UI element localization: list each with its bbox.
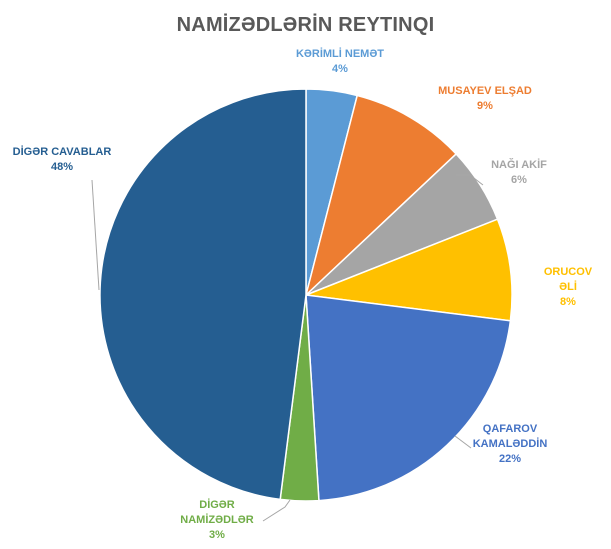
slice-name: MUSAYEV ELŞAD — [438, 85, 532, 97]
slice-percent: 48% — [51, 161, 73, 173]
leader-line — [454, 435, 472, 449]
pie-slice — [99, 88, 307, 501]
slice-percent: 4% — [332, 63, 348, 75]
chart-title: NAMİZƏDLƏRİN REYTINQI — [176, 14, 435, 36]
pie-slice — [304, 94, 458, 298]
slice-name: NAĞI AKİF — [491, 158, 547, 171]
slice-name: DİGƏR CAVABLAR — [13, 145, 112, 158]
slice-percent: 3% — [209, 529, 225, 541]
slice-percent: 9% — [477, 100, 493, 112]
slice-percent: 22% — [499, 453, 521, 465]
slice-percent: 8% — [560, 296, 576, 308]
slice-label: KƏRİMLİ NEMƏT 4% — [296, 47, 384, 75]
slice-name: ƏLİ — [559, 280, 577, 293]
pie-slice — [305, 294, 512, 502]
slice-name: QAFAROV — [483, 423, 538, 435]
slice-name: DİGƏR — [199, 498, 235, 511]
leader-line — [91, 179, 100, 291]
slice-label: DİGƏR NAMİZƏDLƏR 3% — [180, 498, 253, 541]
slice-name: KAMALƏDDİN — [473, 437, 548, 450]
slice-label: MUSAYEV ELŞAD 9% — [438, 85, 532, 112]
slice-label: ORUCOV ƏLİ 8% — [544, 266, 593, 308]
slice-name: KƏRİMLİ NEMƏT — [296, 47, 384, 60]
slice-label: QAFAROV KAMALƏDDİN 22% — [473, 423, 548, 465]
slice-label: NAĞI AKİF 6% — [491, 158, 547, 186]
pie-slice — [305, 218, 513, 322]
leader-line — [262, 499, 291, 522]
slice-label: DİGƏR CAVABLAR 48% — [13, 145, 112, 173]
leader-line — [456, 174, 484, 186]
slice-name: NAMİZƏDLƏR — [180, 513, 253, 526]
slice-percent: 6% — [511, 174, 527, 186]
slice-name: ORUCOV — [544, 266, 593, 278]
